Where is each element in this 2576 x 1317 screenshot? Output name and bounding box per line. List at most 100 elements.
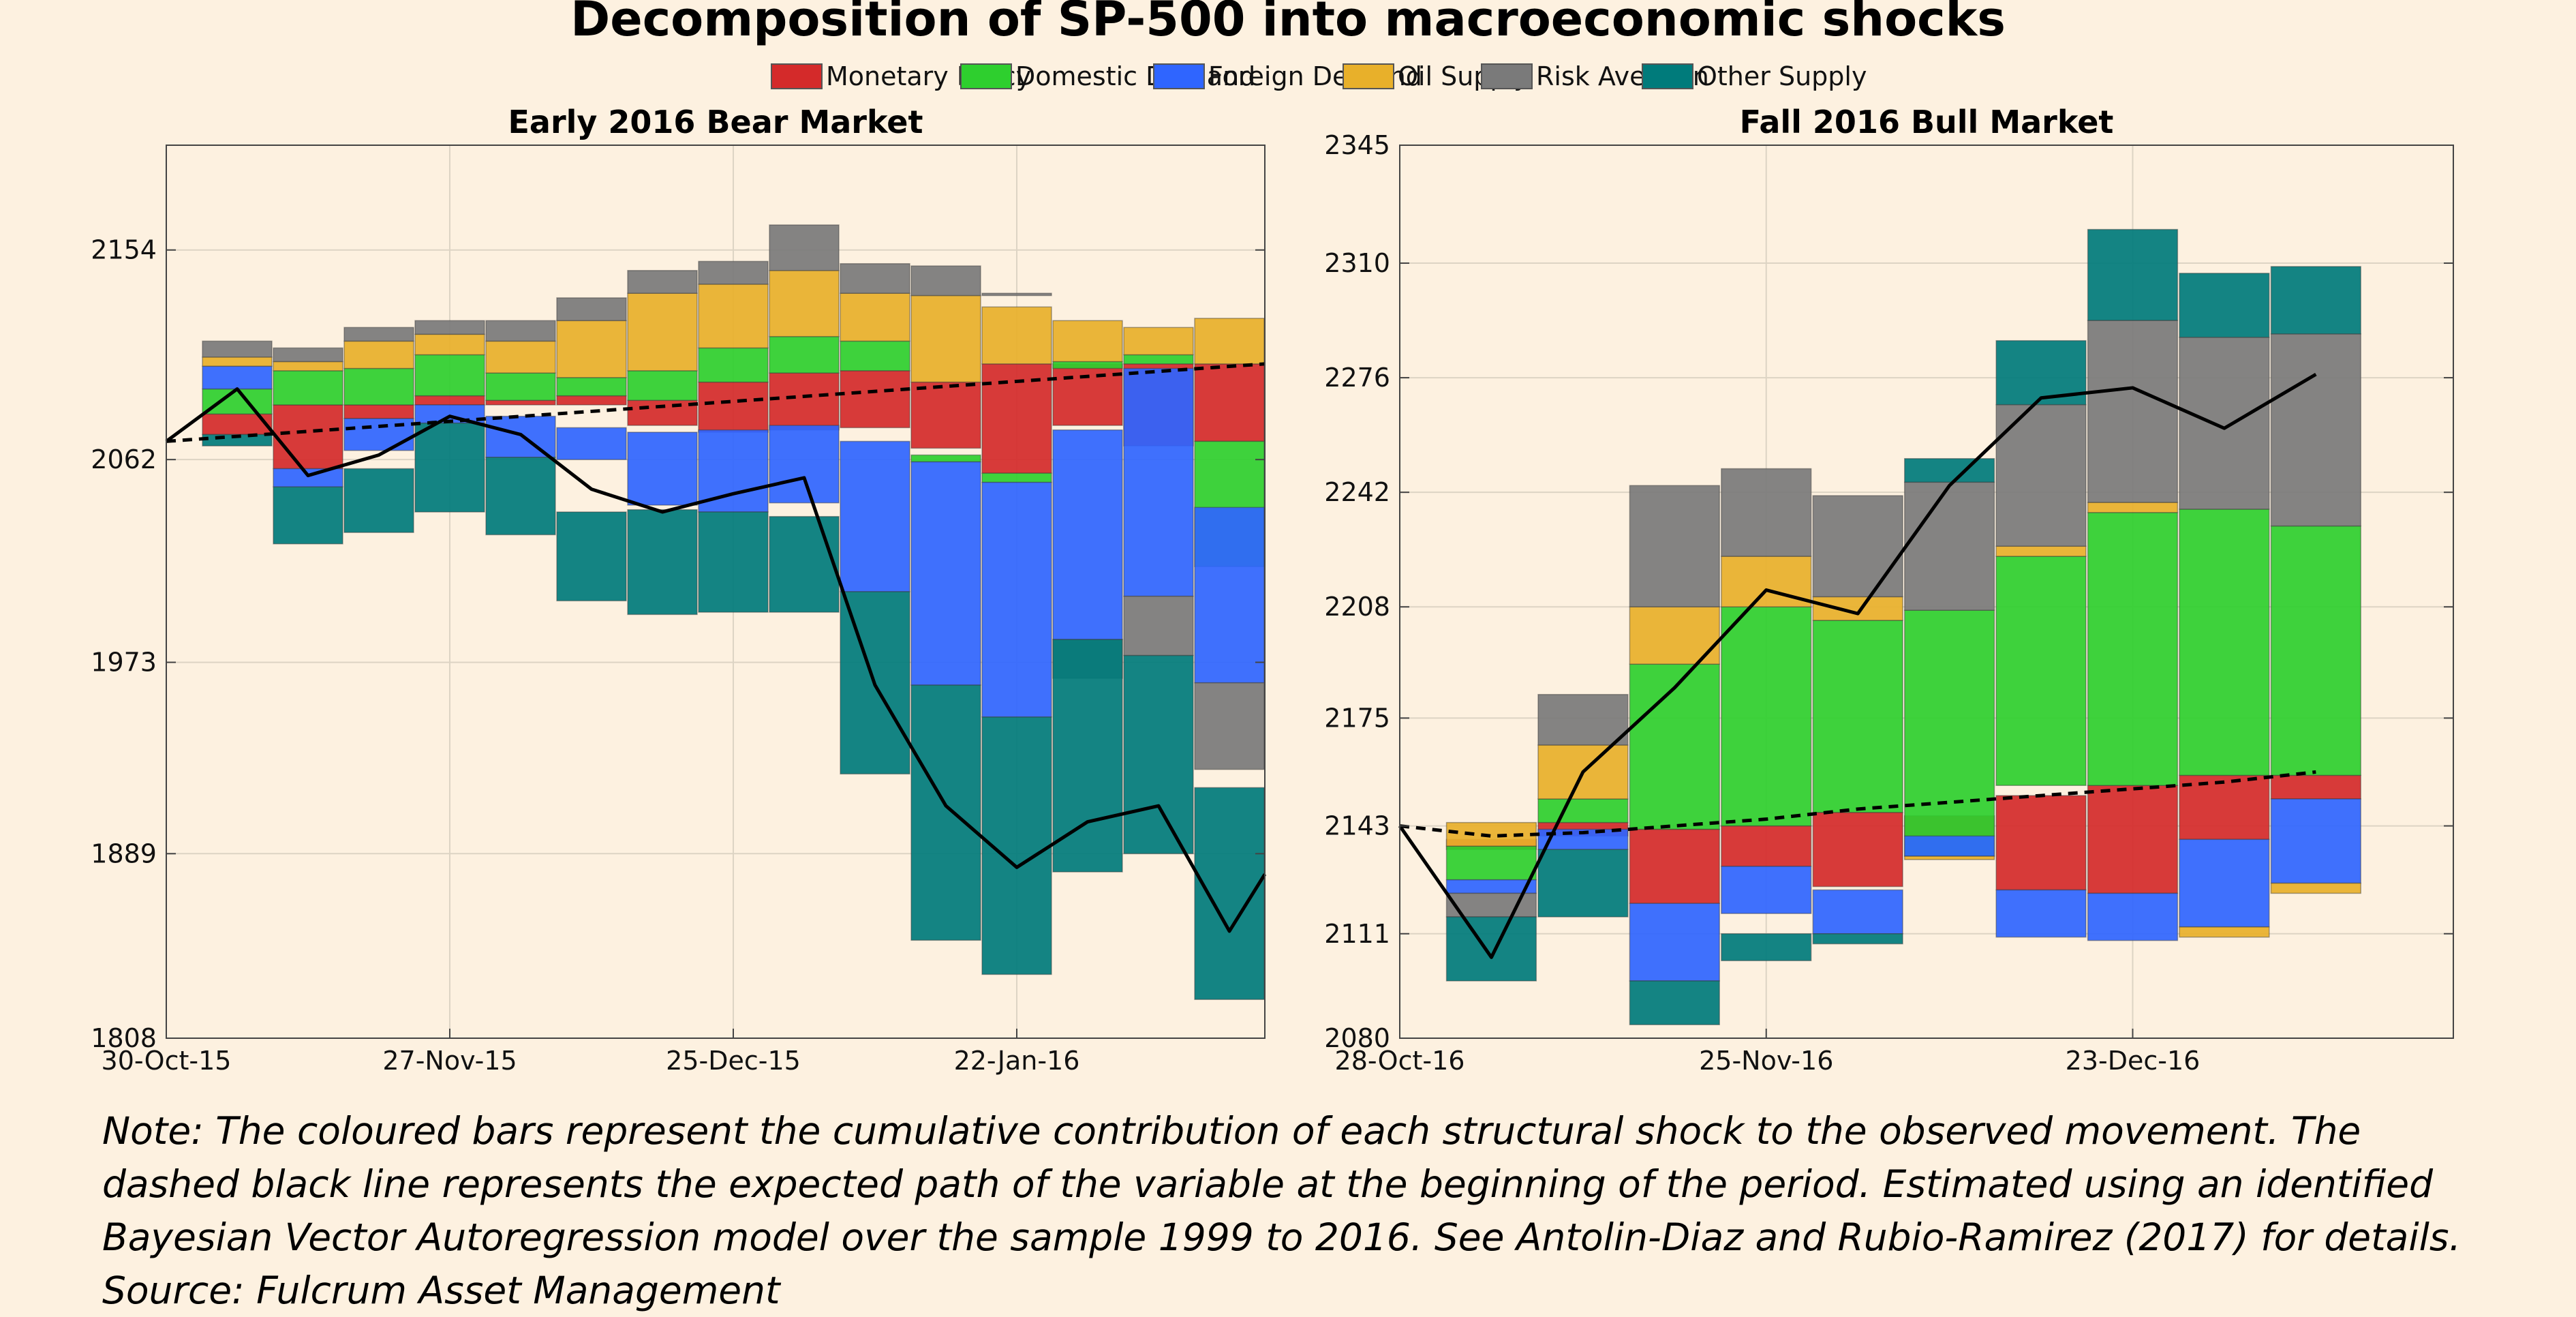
legend-swatch-oil-supply bbox=[1343, 63, 1394, 89]
bar-other-supply-14 bbox=[1123, 654, 1194, 855]
bar-oil-supply-6 bbox=[1903, 856, 1995, 860]
bar-risk-aversion-9 bbox=[2179, 337, 2270, 510]
bar-foreign-demand-8 bbox=[2087, 892, 2179, 941]
bar-domestic-demand-7 bbox=[627, 370, 698, 402]
axes-frame bbox=[1399, 145, 2454, 1039]
bar-oil-supply-9 bbox=[769, 270, 840, 337]
x-axis: 30-Oct-15 27-Nov-15 25-Dec-15 22-Jan-16 bbox=[102, 1029, 1080, 1076]
y-tick-label: 1808 bbox=[91, 1023, 157, 1053]
bar-monetary-policy-10 bbox=[2270, 774, 2361, 800]
x-tick-label: 27-Nov-15 bbox=[382, 1046, 517, 1076]
bar-monetary-policy-8 bbox=[698, 381, 769, 433]
bar-monetary-policy-3 bbox=[1629, 828, 1720, 905]
bar-oil-supply-6 bbox=[556, 320, 627, 378]
bar-domestic-demand-5 bbox=[1812, 620, 1903, 813]
bar-oil-supply-4 bbox=[414, 333, 485, 356]
bar-monetary-policy-15 bbox=[1194, 363, 1265, 442]
bar-oil-supply-10 bbox=[840, 292, 910, 342]
panel-early-2016-bear-market: Early 2016 Bear Market 1808 1889 1973 2062 21… bbox=[91, 104, 1267, 1076]
bar-oil-supply-9 bbox=[2179, 926, 2270, 938]
bar-foreign-demand-13 bbox=[1052, 429, 1123, 640]
bar-other-supply-13 bbox=[1052, 639, 1123, 873]
bar-risk-aversion-4 bbox=[414, 320, 485, 335]
y-tick-label: 1973 bbox=[91, 648, 157, 678]
bar-oil-supply-1 bbox=[202, 357, 273, 367]
legend-swatch-other-supply bbox=[1642, 63, 1693, 89]
bar-risk-aversion-9 bbox=[769, 224, 840, 271]
bar-risk-aversion-6 bbox=[1903, 481, 1995, 611]
bar-monetary-policy-9 bbox=[2179, 774, 2270, 841]
bar-domestic-demand-14 bbox=[1123, 354, 1194, 365]
bar-risk-aversion-5 bbox=[1812, 495, 1903, 598]
y-tick-label: 2143 bbox=[1324, 811, 1390, 841]
bar-foreign-demand-6 bbox=[1903, 835, 1995, 857]
bar-risk-aversion-5 bbox=[485, 320, 556, 342]
bar-foreign-demand-9 bbox=[769, 425, 840, 504]
bar-oil-supply-13 bbox=[1052, 320, 1123, 363]
observed-line bbox=[165, 387, 1267, 933]
bar-other-supply-2 bbox=[1537, 849, 1629, 918]
bar-foreign-demand-14 bbox=[1123, 367, 1194, 597]
bar-monetary-policy-13 bbox=[1052, 363, 1123, 426]
y-tick-label: 2111 bbox=[1324, 919, 1390, 949]
bar-other-supply-3 bbox=[343, 468, 414, 533]
bar-risk-aversion-4 bbox=[1721, 468, 1812, 557]
observed-line bbox=[1398, 372, 2317, 959]
bar-domestic-demand-7 bbox=[1995, 556, 2087, 786]
bar-foreign-demand-6 bbox=[556, 427, 627, 460]
bar-other-supply-4 bbox=[414, 422, 485, 513]
bar-domestic-demand-2 bbox=[1537, 798, 1629, 823]
bar-domestic-demand-11 bbox=[910, 454, 981, 463]
bar-domestic-demand-5 bbox=[485, 372, 556, 402]
bar-oil-supply-15 bbox=[1194, 318, 1265, 365]
bar-oil-supply-8 bbox=[2087, 502, 2179, 513]
bar-other-supply-1 bbox=[1445, 916, 1537, 982]
bar-monetary-policy-2 bbox=[273, 404, 343, 470]
bar-risk-aversion-3 bbox=[343, 327, 414, 342]
series-foreign-demand bbox=[202, 365, 1265, 718]
bar-domestic-demand-12 bbox=[981, 472, 1052, 483]
panel-fall-2016-bull-market: Fall 2016 Bull Market 2080 2111 2143 2175 220… bbox=[1324, 104, 2454, 1076]
subplot-title: Fall 2016 Bull Market bbox=[1740, 104, 2114, 140]
bar-foreign-demand-15 bbox=[1194, 506, 1265, 684]
bar-monetary-policy-4 bbox=[1721, 825, 1812, 867]
series-foreign-demand bbox=[1445, 798, 2361, 982]
x-tick-label: 28-Oct-16 bbox=[1335, 1046, 1465, 1076]
x-tick-label: 22-Jan-16 bbox=[954, 1046, 1080, 1076]
bar-foreign-demand-7 bbox=[627, 432, 698, 506]
series-risk-aversion bbox=[1445, 320, 2361, 918]
bar-foreign-demand-2 bbox=[273, 468, 343, 488]
bar-other-supply-7 bbox=[627, 509, 698, 616]
series-domestic-demand bbox=[1445, 509, 2361, 881]
bar-domestic-demand-13 bbox=[1052, 361, 1123, 369]
bar-foreign-demand-11 bbox=[910, 461, 981, 686]
y-axis: 2080 2111 2143 2175 2208 2242 2276 2310 2345 bbox=[1324, 130, 2453, 1053]
bar-other-supply-9 bbox=[769, 515, 840, 613]
bar-domestic-demand-1 bbox=[202, 388, 273, 415]
bar-foreign-demand-4 bbox=[1721, 866, 1812, 914]
bar-domestic-demand-6 bbox=[556, 377, 627, 397]
bar-monetary-policy-9 bbox=[769, 372, 840, 431]
bar-domestic-demand-9 bbox=[769, 335, 840, 374]
bar-domestic-demand-8 bbox=[698, 347, 769, 383]
bar-foreign-demand-10 bbox=[840, 440, 910, 592]
bar-oil-supply-12 bbox=[981, 306, 1052, 365]
legend-label-domestic-demand: Domestic Demand bbox=[1015, 61, 1255, 91]
bar-risk-aversion-10 bbox=[2270, 333, 2361, 527]
bar-foreign-demand-12 bbox=[981, 481, 1052, 718]
bars bbox=[202, 224, 1265, 1000]
subplot-title: Early 2016 Bear Market bbox=[508, 104, 923, 140]
y-tick-label: 2345 bbox=[1324, 130, 1390, 160]
y-axis: 1808 1889 1973 2062 2154 bbox=[91, 235, 1265, 1053]
bar-other-supply-6 bbox=[1903, 457, 1995, 483]
y-tick-label: 2242 bbox=[1324, 477, 1390, 507]
bar-other-supply-10 bbox=[2270, 266, 2361, 335]
bar-monetary-policy-8 bbox=[2087, 785, 2179, 894]
bar-oil-supply-5 bbox=[1812, 596, 1903, 621]
y-tick-label: 2208 bbox=[1324, 592, 1390, 622]
figure-title: Decomposition of SP-500 into macroeconom… bbox=[570, 0, 2006, 47]
y-tick-label: 2310 bbox=[1324, 248, 1390, 278]
bar-foreign-demand-3 bbox=[1629, 903, 1720, 982]
bar-other-supply-2 bbox=[273, 486, 343, 545]
